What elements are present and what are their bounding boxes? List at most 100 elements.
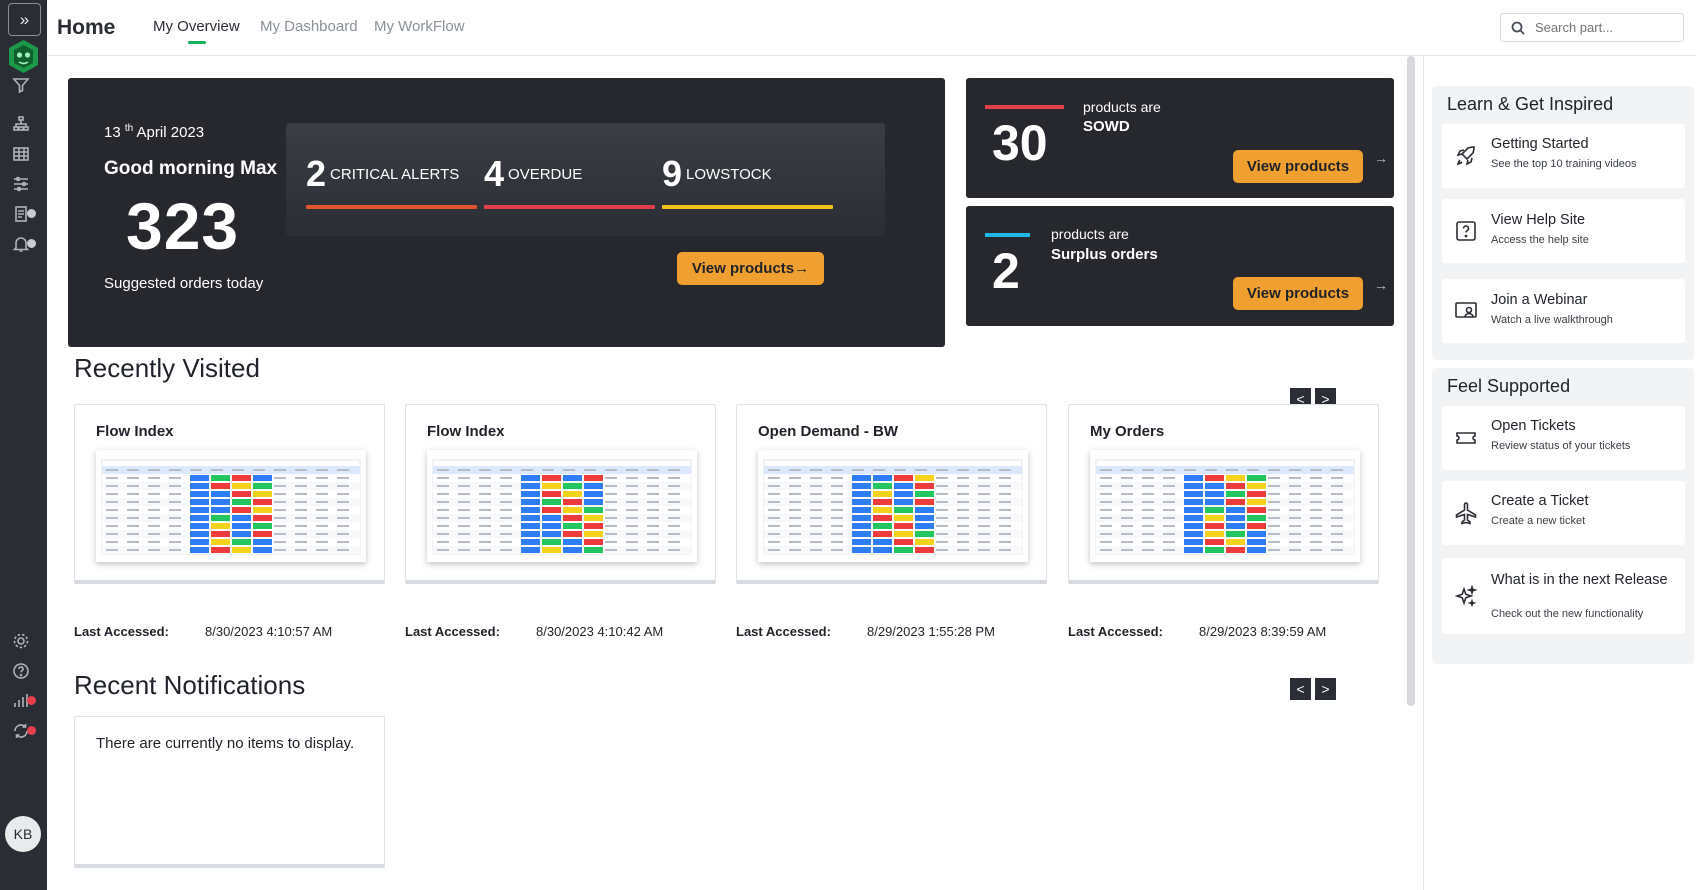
alert-dot [27, 726, 36, 735]
table-thumbnail [96, 450, 366, 562]
getting-started-item[interactable]: Getting Started See the top 10 training … [1442, 124, 1685, 188]
suggested-orders-count: 323 [126, 189, 240, 263]
help-circle-icon[interactable] [10, 660, 32, 682]
tab-my-overview[interactable]: My Overview [153, 18, 240, 44]
surplus-accent-bar [985, 233, 1030, 237]
lowstock-alerts[interactable]: 9 LOWSTOCK [662, 153, 833, 209]
current-date: 13 th April 2023 [104, 123, 205, 141]
search-box [1500, 13, 1684, 42]
overdue-alerts[interactable]: 4 OVERDUE [484, 153, 655, 209]
item-subtitle: Access the help site [1491, 234, 1589, 246]
webinar-item[interactable]: Join a Webinar Watch a live walkthrough [1442, 279, 1685, 343]
help-site-item[interactable]: View Help Site Access the help site [1442, 199, 1685, 263]
table-thumbnail [758, 450, 1028, 562]
item-title: View Help Site [1491, 212, 1586, 228]
lowstock-alerts-bar [662, 205, 833, 209]
recently-visited-title: Recently Visited [74, 353, 260, 383]
left-rail: » KB [0, 0, 47, 890]
last-accessed: Last Accessed: 8/29/2023 8:39:59 AM [1068, 624, 1327, 639]
tab-my-workflow[interactable]: My WorkFlow [374, 18, 465, 35]
view-products-button[interactable]: View products→ [677, 252, 824, 285]
last-accessed: Last Accessed: 8/30/2023 4:10:42 AM [405, 624, 664, 639]
tab-my-dashboard[interactable]: My Dashboard [260, 18, 358, 35]
table-thumbnail [427, 450, 697, 562]
recent-card[interactable]: Flow Index [74, 404, 385, 584]
item-subtitle: Create a new ticket [1491, 515, 1586, 527]
double-chevron-right-icon: » [19, 9, 30, 29]
main-content: 13 th April 2023 Good morning Max 323 Su… [47, 56, 1417, 890]
surplus-line2: Surplus orders [1051, 246, 1158, 263]
gear-icon[interactable] [10, 630, 32, 652]
recent-notifications-title: Recent Notifications [74, 670, 306, 700]
status-dot [27, 239, 36, 248]
surplus-line1: products are [1051, 226, 1129, 242]
recent-card-title: Open Demand - BW [758, 423, 899, 440]
overview-hero-card: 13 th April 2023 Good morning Max 323 Su… [68, 78, 945, 347]
sowd-accent-bar [985, 105, 1064, 109]
sliders-icon[interactable] [10, 173, 32, 195]
search-input[interactable] [1535, 20, 1675, 35]
item-title: Join a Webinar [1491, 292, 1588, 308]
view-sowd-products-button[interactable]: View products [1233, 150, 1363, 183]
recent-card[interactable]: Open Demand - BW [736, 404, 1047, 584]
recent-card-title: Flow Index [427, 423, 505, 440]
suggested-orders-label: Suggested orders today [104, 275, 264, 292]
arrow-right-icon: → [1374, 150, 1388, 166]
open-tickets-item[interactable]: Open Tickets Review status of your ticke… [1442, 406, 1685, 470]
empty-message: There are currently no items to display. [96, 735, 355, 752]
item-subtitle: Watch a live walkthrough [1491, 314, 1613, 326]
recent-card[interactable]: Flow Index [405, 404, 716, 584]
alert-dot [27, 696, 36, 705]
right-panel: Learn & Get Inspired Getting Started See… [1423, 56, 1696, 890]
prev-button[interactable]: < [1290, 678, 1311, 700]
top-bar: Home My Overview My Dashboard My WorkFlo… [47, 0, 1696, 56]
critical-alerts[interactable]: 2 CRITICAL ALERTS [306, 153, 477, 209]
document-icon[interactable] [10, 203, 32, 225]
critical-alerts-bar [306, 205, 477, 209]
notifications-pager: < > [1290, 678, 1336, 700]
view-surplus-products-button[interactable]: View products [1233, 277, 1363, 310]
learn-title: Learn & Get Inspired [1447, 94, 1614, 114]
create-ticket-item[interactable]: Create a Ticket Create a new ticket [1442, 481, 1685, 545]
rocket-icon [1454, 144, 1478, 168]
sowd-stat-card: 30 products are SOWD View products → [966, 78, 1394, 198]
next-button[interactable]: > [1315, 678, 1336, 700]
support-title: Feel Supported [1447, 376, 1571, 396]
search-icon [1511, 21, 1525, 35]
page-title: Home [57, 16, 116, 39]
learn-group: Learn & Get Inspired Getting Started See… [1432, 86, 1694, 360]
app-logo-icon[interactable] [5, 38, 42, 75]
sowd-count: 30 [992, 115, 1048, 171]
recent-card[interactable]: My Orders [1068, 404, 1379, 584]
plane-icon [1454, 501, 1478, 525]
help-icon [1454, 219, 1478, 243]
recent-card-title: Flow Index [96, 423, 174, 440]
item-title: Open Tickets [1491, 418, 1576, 434]
support-group: Feel Supported Open Tickets Review statu… [1432, 368, 1694, 664]
last-accessed: Last Accessed: 8/30/2023 4:10:57 AM [74, 624, 333, 639]
bell-icon[interactable] [10, 233, 32, 255]
greeting: Good morning Max [104, 158, 278, 179]
sowd-line1: products are [1083, 99, 1161, 115]
arrow-right-icon: → [1374, 277, 1388, 293]
status-dot [27, 209, 36, 218]
table-icon[interactable] [10, 143, 32, 165]
surplus-count: 2 [992, 243, 1020, 299]
hierarchy-icon[interactable] [10, 113, 32, 135]
item-subtitle: See the top 10 training videos [1491, 158, 1637, 170]
avatar[interactable]: KB [5, 816, 41, 852]
expand-sidebar-button[interactable]: » [8, 3, 41, 36]
ticket-icon [1454, 426, 1478, 450]
bar-chart-icon[interactable] [10, 690, 32, 712]
webinar-icon [1454, 299, 1478, 323]
overdue-alerts-bar [484, 205, 655, 209]
alerts-panel: 2 CRITICAL ALERTS 4 OVERDUE 9 LOWSTOCK [286, 123, 885, 236]
filter-icon[interactable] [10, 74, 32, 96]
scrollbar[interactable] [1407, 56, 1415, 706]
notifications-list: There are currently no items to display. [74, 716, 385, 868]
sparkle-icon [1454, 584, 1478, 609]
item-title: Getting Started [1491, 136, 1589, 152]
item-title: What is in the next Release [1491, 572, 1668, 588]
sync-icon[interactable] [10, 720, 32, 742]
next-release-item[interactable]: What is in the next Release Check out th… [1442, 558, 1685, 634]
